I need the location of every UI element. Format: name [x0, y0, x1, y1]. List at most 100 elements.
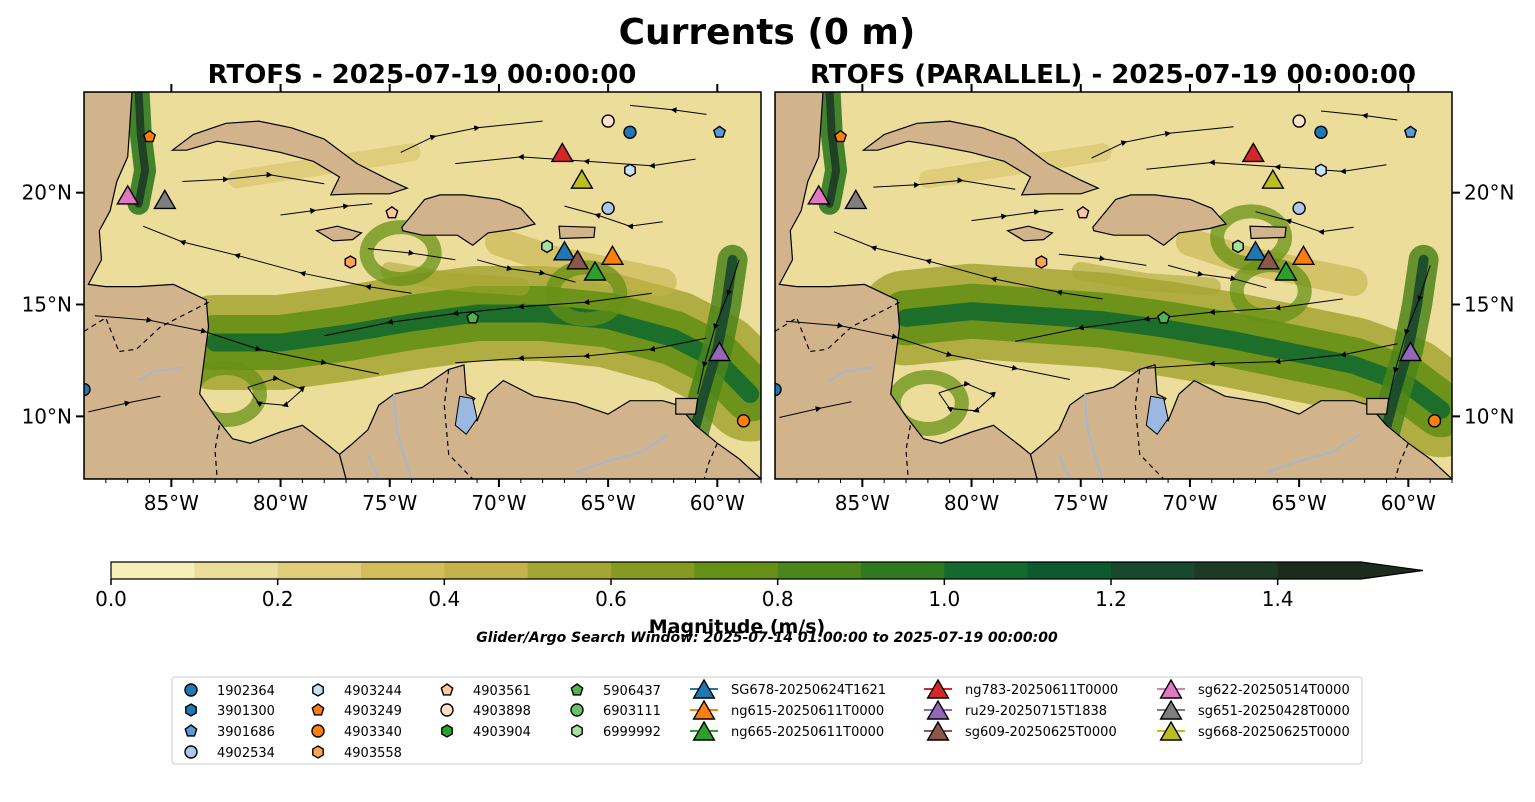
legend-label: 4903904 [473, 725, 531, 740]
data-point-4903244 [1315, 163, 1327, 178]
legend-label: ru29-20250715T1838 [965, 704, 1107, 719]
data-point-4903558 [1035, 255, 1048, 269]
legend-marker-sg668-20250625T0000 [1159, 720, 1183, 741]
legend-marker-sg622-20250514T0000 [1159, 678, 1183, 699]
colorbar-extend-arrow [1361, 562, 1423, 579]
panel-title-rtofs-parallel: RTOFS (PARALLEL) - 2025-07-19 00:00:00 [810, 60, 1416, 90]
lon-tick-label: 70°W [471, 491, 526, 515]
colorbar-tick-label: 0.2 [262, 587, 294, 611]
data-point-4903340 [1427, 414, 1442, 428]
search-window-note: Glider/Argo Search Window: 2025-07-14 01… [476, 630, 1058, 646]
river [138, 366, 183, 382]
legend-label: sg609-20250625T0000 [965, 725, 1117, 740]
data-point-SG678-20250624T1621 [1243, 240, 1268, 261]
streamline [785, 320, 1070, 380]
legend-marker-4903561 [440, 683, 454, 696]
current-band [134, 92, 150, 208]
colorbar-segment [444, 562, 529, 579]
lon-tick-label: 85°W [835, 491, 890, 515]
data-point-3901686 [712, 125, 727, 138]
colorbar-segment [611, 562, 695, 579]
legend-marker-sg609-20250625T0000 [926, 720, 950, 741]
colorbar-segment [111, 562, 195, 579]
colorbar-label: Magnitude (m/s) [649, 616, 826, 638]
land-jamaica [1006, 225, 1054, 242]
legend-label: 1902364 [217, 684, 275, 699]
data-point-SG678-20250624T1621 [552, 240, 577, 261]
legend-label: sg651-20250428T0000 [1198, 704, 1350, 719]
streamline [367, 248, 456, 261]
data-point-ng783-20250611T0000 [1241, 142, 1265, 163]
land-trinidad [1366, 397, 1390, 415]
lon-tick-label: 65°W [581, 491, 636, 515]
land-southam [1029, 364, 1452, 479]
data-point-4903561 [1076, 205, 1090, 219]
legend-marker-4903340 [311, 724, 325, 738]
legend-marker-4903898 [440, 703, 454, 717]
panel-title-rtofs: RTOFS - 2025-07-19 00:00:00 [208, 60, 637, 90]
map-axes-rtofs: 85°W 80°W 75°W 70°W 65°W 60°W 10°N 15°N 20°N [22, 84, 762, 515]
legend-marker-ng783-20250611T0000 [926, 678, 950, 699]
legend-marker-4903558 [312, 745, 324, 759]
land-cuba [170, 120, 409, 196]
legend-label: 4903898 [473, 704, 531, 719]
lon-tick-label: 80°W [253, 491, 308, 515]
data-point-ng615-20250611T0000 [1291, 244, 1316, 265]
data-point-6999992 [541, 239, 553, 254]
legend-marker-1902364 [184, 683, 198, 697]
data-point-sg622-20250514T0000 [116, 184, 140, 205]
streamline [1091, 126, 1234, 159]
streamline [142, 225, 412, 294]
river [1084, 393, 1104, 479]
lat-tick-label: 15°N [1464, 293, 1514, 317]
land-puertorico [1249, 225, 1287, 240]
land-cuba [861, 120, 1100, 196]
colorbar-segment [527, 562, 612, 579]
legend-label: sg622-20250514T0000 [1198, 683, 1350, 698]
land-trinidad [675, 397, 699, 415]
legend-marker-4903244 [312, 683, 324, 697]
legend-marker-6903111 [570, 703, 584, 717]
data-point-1902364 [1314, 125, 1328, 139]
country-border [1394, 442, 1409, 479]
legend-label: 4903244 [344, 684, 402, 699]
legend-label: ng665-20250611T0000 [731, 725, 884, 740]
streamline [564, 205, 663, 230]
legend-marker-4903249 [311, 703, 325, 716]
data-point-ng615-20250611T0000 [600, 244, 625, 265]
land-jamaica [315, 225, 363, 242]
streamline [94, 315, 379, 375]
colorbar-segment [1277, 562, 1362, 579]
lat-tick-label: 20°N [22, 181, 72, 205]
legend-label: sg668-20250625T0000 [1198, 725, 1350, 740]
colorbar-segment [944, 562, 1029, 579]
country-border [118, 301, 209, 353]
streamline [247, 375, 305, 408]
colorbar-tick-label: 0.4 [428, 587, 460, 611]
map-frame-rtofs [83, 91, 762, 480]
data-point-sg609-20250625T0000 [565, 249, 590, 270]
streamline [400, 120, 543, 153]
streamline [1255, 211, 1354, 236]
legend-label: 4903340 [344, 725, 402, 740]
colorbar-segment [1194, 562, 1279, 579]
legend-label: 4903561 [473, 684, 531, 699]
land-hispaniola [1092, 194, 1228, 246]
river [393, 393, 413, 479]
land-southam [338, 364, 761, 479]
legend-marker-sg651-20250428T0000 [1159, 699, 1183, 720]
data-point-4903340 [736, 414, 751, 428]
streamline [1388, 265, 1431, 400]
streamline [873, 177, 1016, 190]
country-border [775, 317, 811, 352]
colorbar-segment [1111, 562, 1195, 579]
river [1057, 453, 1071, 479]
colorbar-tick-label: 0.0 [95, 587, 127, 611]
lon-tick-label: 85°W [144, 491, 199, 515]
colorbar-tick-label: 0.6 [595, 587, 627, 611]
data-point-sg668-20250625T0000 [1261, 168, 1285, 189]
streamline [1058, 253, 1147, 266]
legend-marker-3901686 [184, 724, 198, 737]
streamline [629, 104, 707, 115]
